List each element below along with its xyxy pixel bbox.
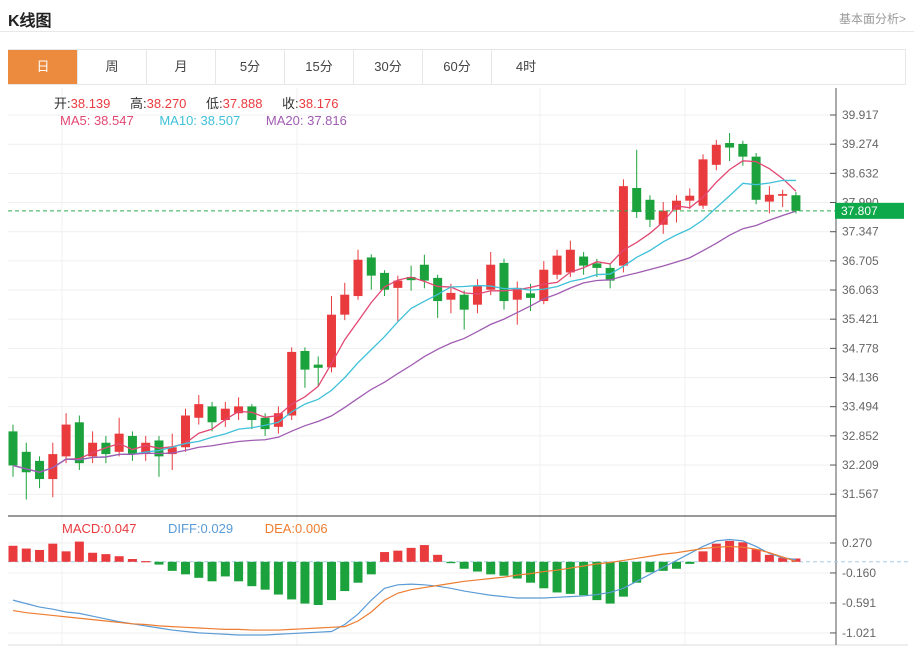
svg-text:33.494: 33.494: [842, 400, 879, 414]
page-title: K线图: [8, 13, 52, 30]
low-value: 37.888: [222, 96, 263, 111]
dea-value-legend: DEA:0.006: [264, 521, 328, 536]
axis-tick-labels: 39.91739.27438.63237.99037.34736.70536.0…: [830, 108, 879, 640]
ma5-line: [12, 160, 797, 473]
svg-text:36.705: 36.705: [842, 254, 879, 268]
diff-value-legend: DIFF:0.029: [168, 521, 234, 536]
svg-text:-1.021: -1.021: [842, 626, 876, 640]
ma20-legend: MA20: 37.816: [265, 113, 347, 128]
ma10-line: [12, 179, 796, 473]
period-tabs: 日周月 5分 15分 30分 60分 4时: [8, 49, 906, 85]
svg-text:31.567: 31.567: [842, 487, 879, 501]
fundamental-analysis-link[interactable]: 基本面分析>: [838, 12, 906, 26]
macd-value-legend: MACD:0.047: [62, 521, 137, 536]
tab-30分[interactable]: 30分: [353, 50, 422, 84]
svg-text:37.347: 37.347: [842, 225, 879, 239]
close-label: 收:: [282, 96, 299, 111]
svg-text:-0.160: -0.160: [842, 566, 876, 580]
svg-text:-0.591: -0.591: [842, 596, 876, 610]
tab-4时[interactable]: 4时: [491, 50, 560, 84]
svg-text:39.917: 39.917: [842, 108, 879, 122]
tab-周[interactable]: 周: [77, 50, 146, 84]
svg-text:34.136: 34.136: [842, 371, 879, 385]
tab-5分[interactable]: 5分: [215, 50, 284, 84]
gridlines: [8, 88, 836, 645]
header-divider: [0, 31, 914, 32]
ma20-line: [12, 210, 797, 473]
dea-line: [12, 545, 797, 631]
tab-15分[interactable]: 15分: [284, 50, 353, 84]
svg-text:32.209: 32.209: [842, 458, 879, 472]
ohlc-row: 开:38.139 高:38.270 低:37.888 收:38.176: [54, 93, 354, 112]
tab-60分[interactable]: 60分: [422, 50, 491, 84]
last-price-tag: 37.807: [835, 202, 904, 219]
macd-histogram: [8, 540, 801, 606]
svg-text:35.421: 35.421: [842, 312, 879, 326]
high-label: 高:: [130, 96, 147, 111]
svg-text:37.807: 37.807: [841, 204, 878, 218]
svg-text:32.852: 32.852: [842, 429, 879, 443]
tab-月[interactable]: 月: [146, 50, 215, 84]
ma-legend-row: MA5: 38.547 MA10: 38.507 MA20: 37.816: [60, 113, 347, 128]
svg-text:34.778: 34.778: [842, 341, 879, 355]
high-value: 38.270: [146, 96, 187, 111]
open-label: 开:: [54, 96, 71, 111]
low-label: 低:: [206, 96, 223, 111]
svg-text:39.274: 39.274: [842, 137, 879, 151]
ma10-legend: MA10: 38.507: [159, 113, 241, 128]
ma5-legend: MA5: 38.547: [60, 113, 134, 128]
open-value: 38.139: [70, 96, 111, 111]
diff-line: [12, 538, 797, 636]
svg-text:36.063: 36.063: [842, 283, 879, 297]
tab-日[interactable]: 日: [8, 50, 77, 84]
svg-text:38.632: 38.632: [842, 166, 879, 180]
candles: [8, 133, 801, 500]
close-value: 38.176: [298, 96, 339, 111]
macd-legend-row: MACD:0.047 DIFF:0.029 DEA:0.006: [62, 521, 328, 536]
svg-text:0.270: 0.270: [842, 536, 872, 550]
